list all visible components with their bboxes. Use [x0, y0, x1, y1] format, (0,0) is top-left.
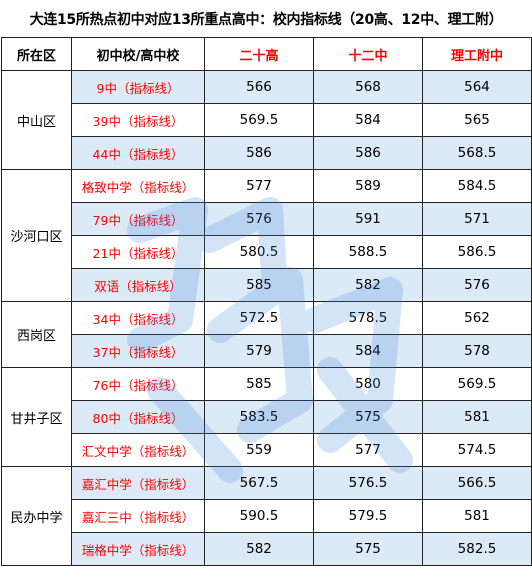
score-cell-2: 578.5 — [313, 301, 423, 335]
score-cell-2: 584 — [313, 334, 423, 368]
score-cell-2: 576.5 — [313, 466, 423, 500]
score-cell-3: 568.5 — [422, 136, 532, 170]
table-row: 西岗区 34中（指标线） 572.5 578.5 562 — [1, 301, 532, 368]
score-cell-2: 584 — [313, 103, 423, 137]
school-cell: 80中（指标线） — [71, 400, 205, 434]
score-cell-2: 579.5 — [313, 499, 423, 533]
header-col-2: 十二中 — [313, 37, 423, 71]
score-cell-1: 585 — [204, 268, 314, 302]
header-col-3: 理工附中 — [422, 37, 532, 71]
score-cell-3: 578 — [422, 334, 532, 368]
score-cell-2: 577 — [313, 433, 423, 467]
table-body: 中山区 9中（指标线） 566 568 564 39中（指标线） 569.5 584 565 44… — [1, 70, 532, 566]
table-row: 沙河口区 格致中学（指标线） 577 589 584.5 — [1, 169, 532, 302]
score-cell-1: 576 — [204, 202, 314, 236]
table-row: 汇文中学（指标线） 559 577 574.5 — [2, 433, 532, 467]
table-row: 甘井子区 76中（指标线） 585 580 569.5 — [1, 367, 532, 467]
score-cell-1: 586 — [204, 136, 314, 170]
score-cell-1: 569.5 — [204, 103, 314, 137]
school-cell: 瑞格中学（指标线） — [71, 532, 205, 566]
score-cell-2: 582 — [313, 268, 423, 302]
school-cell: 双语（指标线） — [71, 268, 205, 302]
score-cell-2: 575 — [313, 400, 423, 434]
score-cell-1: 566 — [204, 70, 314, 104]
school-cell: 嘉汇中学（指标线） — [71, 466, 205, 500]
school-cell: 76中（指标线） — [71, 367, 205, 401]
score-cell-3: 564 — [422, 70, 532, 104]
score-cell-3: 565 — [422, 103, 532, 137]
school-cell: 44中（指标线） — [71, 136, 205, 170]
district-cell: 甘井子区 — [1, 367, 72, 467]
score-cell-2: 580 — [313, 367, 423, 401]
district-cell: 民办中学 — [1, 466, 72, 566]
score-cell-3: 576 — [422, 268, 532, 302]
header-col-1: 二十高 — [204, 37, 314, 71]
score-cell-2: 586 — [313, 136, 423, 170]
score-cell-3: 581 — [422, 499, 532, 533]
table-row: 嘉汇三中（指标线） 590.5 579.5 581 — [2, 499, 532, 533]
score-cell-3: 574.5 — [422, 433, 532, 467]
score-cell-1: 579 — [204, 334, 314, 368]
score-cell-2: 575 — [313, 532, 423, 566]
score-cell-2: 591 — [313, 202, 423, 236]
score-cell-1: 577 — [204, 169, 314, 203]
table-row: 37中（指标线） 579 584 578 — [2, 334, 532, 368]
district-cell: 沙河口区 — [1, 169, 72, 302]
score-cell-3: 562 — [422, 301, 532, 335]
score-cell-3: 571 — [422, 202, 532, 236]
header-district: 所在区 — [1, 37, 72, 71]
school-cell: 格致中学（指标线） — [71, 169, 205, 203]
score-cell-1: 582 — [204, 532, 314, 566]
table-row: 39中（指标线） 569.5 584 565 — [2, 103, 532, 137]
table-row: 44中（指标线） 586 586 568.5 — [2, 136, 532, 170]
score-cell-2: 588.5 — [313, 235, 423, 269]
score-cell-3: 582.5 — [422, 532, 532, 566]
district-cell: 西岗区 — [1, 301, 72, 368]
score-cell-2: 589 — [313, 169, 423, 203]
score-cell-1: 580.5 — [204, 235, 314, 269]
score-cell-1: 572.5 — [204, 301, 314, 335]
score-cell-2: 568 — [313, 70, 423, 104]
score-table: 所在区 初中校/高中校 二十高 十二中 理工附中 中山区 9中（指标线） 566 56… — [1, 37, 532, 566]
score-cell-1: 590.5 — [204, 499, 314, 533]
score-cell-1: 559 — [204, 433, 314, 467]
score-cell-3: 586.5 — [422, 235, 532, 269]
header-row: 所在区 初中校/高中校 二十高 十二中 理工附中 — [1, 37, 532, 71]
school-cell: 汇文中学（指标线） — [71, 433, 205, 467]
school-cell: 21中（指标线） — [71, 235, 205, 269]
score-cell-3: 569.5 — [422, 367, 532, 401]
school-cell: 9中（指标线） — [71, 70, 205, 104]
score-cell-3: 584.5 — [422, 169, 532, 203]
score-cell-3: 566.5 — [422, 466, 532, 500]
district-cell: 中山区 — [1, 70, 72, 170]
score-cell-1: 583.5 — [204, 400, 314, 434]
table-title: 大连15所热点初中对应13所重点高中：校内指标线（20高、12中、理工附） — [29, 11, 503, 28]
table-row: 民办中学 嘉汇中学（指标线） 567.5 576.5 566.5 — [1, 466, 532, 566]
school-cell: 79中（指标线） — [71, 202, 205, 236]
table-row: 80中（指标线） 583.5 575 581 — [2, 400, 532, 434]
score-cell-3: 581 — [422, 400, 532, 434]
table-row: 双语（指标线） 585 582 576 — [2, 268, 532, 302]
school-cell: 34中（指标线） — [71, 301, 205, 335]
header-school: 初中校/高中校 — [71, 37, 205, 71]
table-row: 21中（指标线） 580.5 588.5 586.5 — [2, 235, 532, 269]
table-row: 79中（指标线） 576 591 571 — [2, 202, 532, 236]
table-row: 中山区 9中（指标线） 566 568 564 — [1, 70, 532, 170]
table-row: 瑞格中学（指标线） 582 575 582.5 — [2, 532, 532, 566]
score-cell-1: 585 — [204, 367, 314, 401]
school-cell: 37中（指标线） — [71, 334, 205, 368]
school-cell: 39中（指标线） — [71, 103, 205, 137]
school-cell: 嘉汇三中（指标线） — [71, 499, 205, 533]
score-cell-1: 567.5 — [204, 466, 314, 500]
